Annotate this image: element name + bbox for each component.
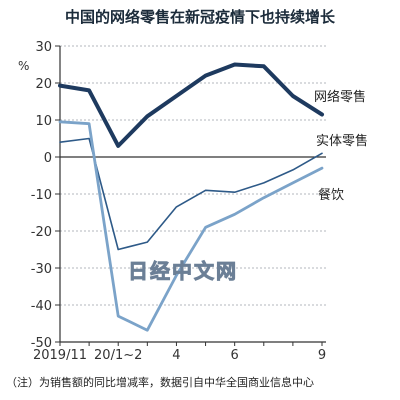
x-tick-label: 6 (231, 348, 239, 363)
x-tick-labels: 2019/11 20/1~2 4 6 9 (33, 348, 326, 363)
y-tick-label: 0 (44, 151, 52, 166)
y-tick-label: -10 (31, 188, 52, 203)
y-tick-label: -30 (31, 262, 52, 277)
series-line (58, 62, 324, 148)
unit-label: % (18, 59, 29, 73)
series-label: 网络零售 (314, 89, 366, 105)
y-tick-label: 20 (35, 77, 52, 92)
x-tick-label: 9 (318, 348, 326, 363)
chart-title: 中国的网络零售在新冠疫情下也持续增长 (64, 8, 335, 26)
y-tick-label: -20 (31, 225, 52, 240)
series-lines (58, 62, 324, 332)
series-line (59, 137, 323, 251)
x-tick-label: 20/1~2 (94, 348, 142, 363)
axes (55, 45, 326, 346)
y-tick-label: -50 (31, 336, 52, 351)
watermark: 日经中文网 (128, 259, 238, 283)
y-tick-label: 30 (35, 40, 52, 55)
y-tick-label: -40 (31, 299, 52, 314)
y-tick-labels: 30 20 10 0 -10 -20 -30 -40 -50 (31, 40, 52, 351)
series-label: 餐饮 (318, 187, 344, 203)
y-tick-label: 10 (35, 114, 52, 129)
series-label: 实体零售 (316, 133, 368, 149)
x-tick-label: 4 (172, 348, 180, 363)
x-tick-label: 2019/11 (33, 348, 87, 363)
series-line (58, 120, 324, 332)
footnote: （注）为销售额的同比增减率，数据引自中华全国商业信息中心 (6, 376, 314, 389)
